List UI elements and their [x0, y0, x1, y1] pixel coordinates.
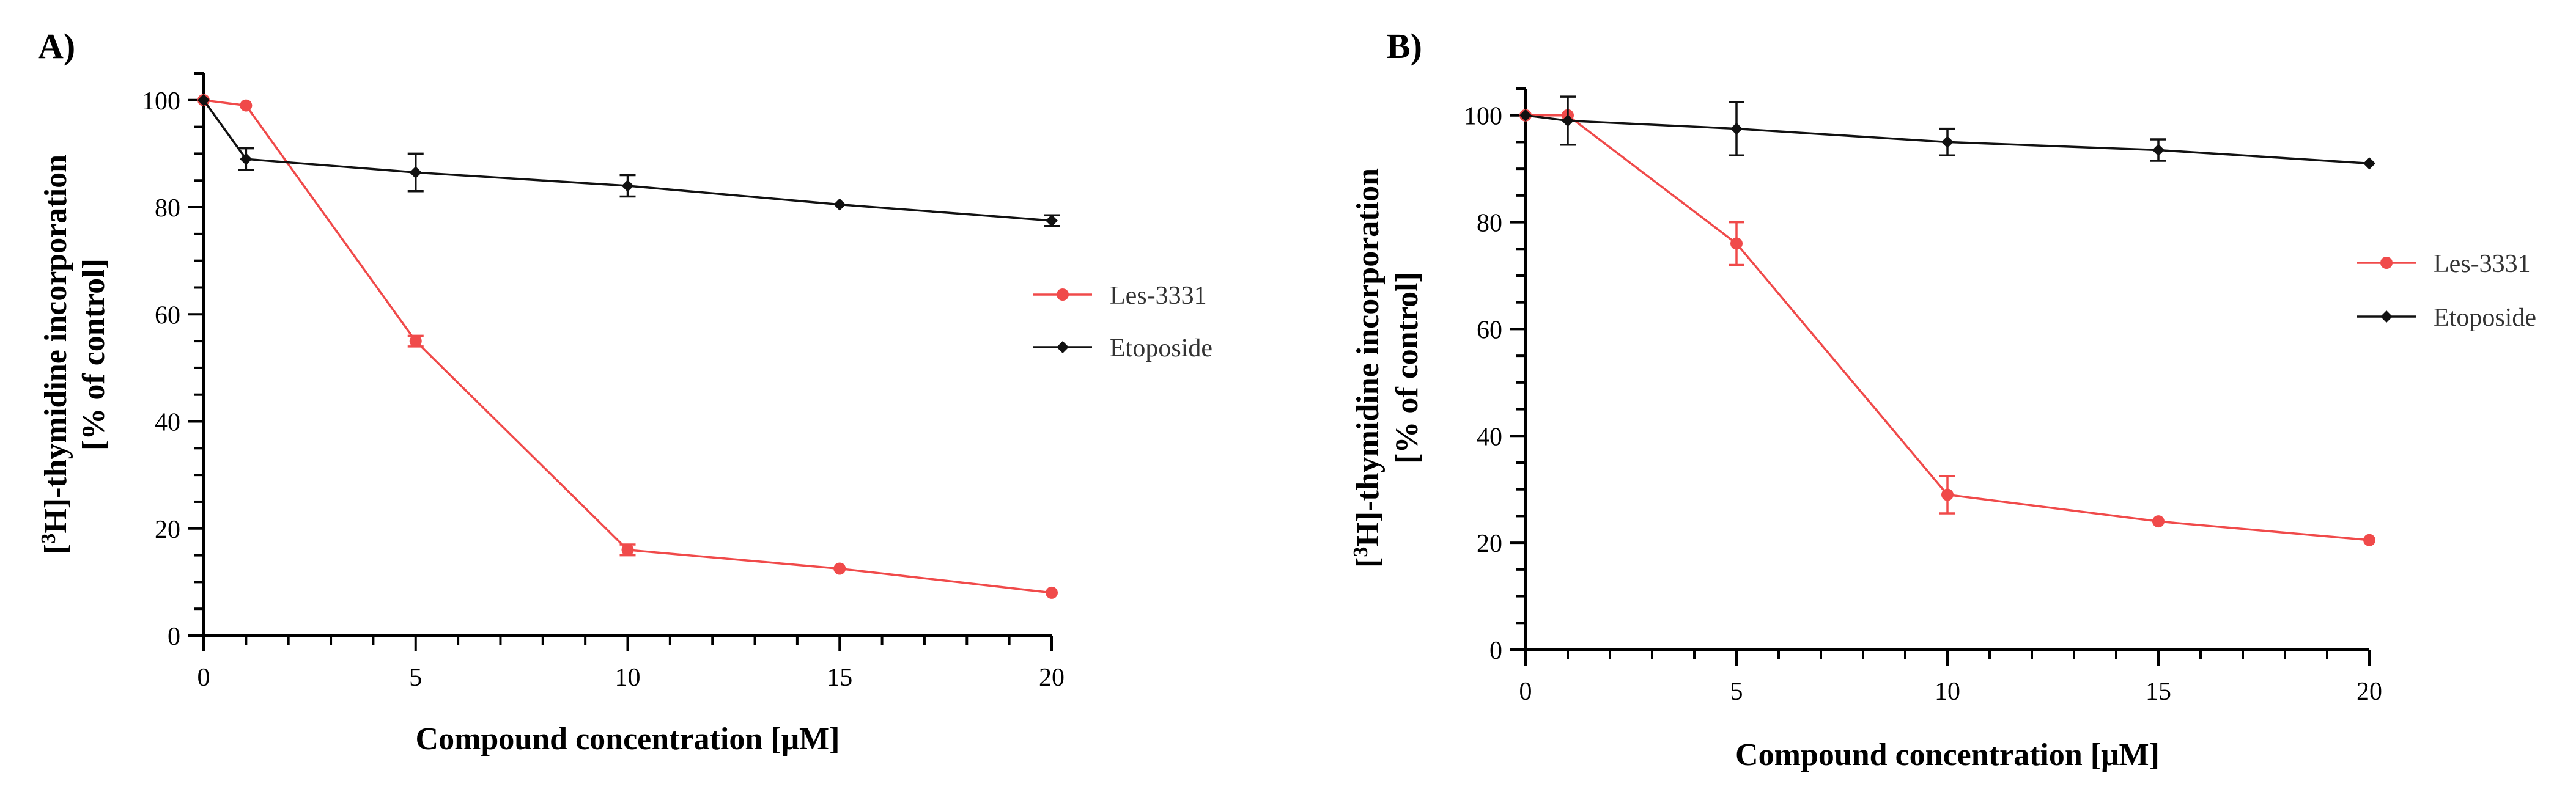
x-tick-label: 10	[615, 664, 641, 692]
x-axis-title: Compound concentration [μM]	[1735, 738, 2160, 772]
panel-label: A)	[38, 26, 75, 66]
y-axis-title: [3H]-thymidine incorporation	[1349, 168, 1386, 568]
x-tick-label: 5	[1730, 678, 1743, 706]
legend-label: Les-3331	[1110, 282, 1207, 310]
y-tick-label: 80	[1477, 210, 1502, 238]
y-tick-label: 40	[155, 409, 180, 437]
legend-marker	[2380, 257, 2393, 269]
data-point	[197, 94, 210, 106]
y-tick-label: 0	[1489, 637, 1502, 665]
y-axis-title-text: H]-thymidine incorporation	[1351, 168, 1386, 547]
data-point	[1730, 237, 1743, 250]
data-point	[409, 166, 422, 179]
y-axis-title-line2: [% of control]	[1390, 272, 1425, 464]
y-tick-label: 0	[168, 623, 180, 651]
y-axis-title-line2: [% of control]	[76, 258, 111, 450]
data-point	[1562, 114, 1574, 127]
y-tick-label: 20	[155, 516, 180, 544]
data-point	[833, 562, 846, 575]
y-axis-title-superscript: 3	[37, 534, 60, 544]
y-tick-label: 100	[142, 87, 180, 116]
series-line	[1525, 114, 2370, 165]
data-point	[1046, 586, 1058, 599]
data-point	[409, 335, 422, 348]
data-point	[621, 180, 634, 192]
y-axis-title-bracket: [	[39, 544, 73, 554]
x-tick-label: 0	[197, 664, 210, 692]
x-tick-label: 20	[2356, 678, 2382, 706]
y-axis-title-text: H]-thymidine incorporation	[39, 155, 73, 534]
data-point	[1941, 136, 1954, 148]
y-axis-title: [3H]-thymidine incorporation	[37, 155, 74, 554]
data-point	[2152, 144, 2165, 156]
series-line	[202, 99, 1052, 222]
data-point	[240, 153, 253, 166]
y-tick-label: 100	[1464, 103, 1502, 131]
series-line	[203, 99, 1052, 594]
data-point	[1730, 122, 1743, 135]
legend-marker	[1057, 341, 1069, 353]
panel-b: B) 0 20 40 60 80 100 0 5 10 15 20 Compound concentra…	[1349, 26, 2536, 772]
data-point	[1941, 488, 1954, 501]
y-axis-title-superscript: 3	[1349, 547, 1372, 557]
legend-label: Les-3331	[2434, 250, 2531, 278]
x-tick-label: 20	[1039, 664, 1065, 692]
data-point	[621, 543, 634, 556]
legend-label: Etoposide	[1110, 334, 1212, 362]
x-tick-label: 15	[2146, 678, 2171, 706]
legend-label: Etoposide	[2434, 304, 2536, 332]
series-line	[1526, 114, 2370, 541]
data-point	[2152, 515, 2165, 528]
x-tick-label: 15	[827, 664, 852, 692]
data-point	[833, 198, 846, 211]
series-les-3331	[1519, 109, 2375, 546]
x-tick-label: 0	[1519, 678, 1532, 706]
series-etoposide	[1519, 95, 2375, 170]
x-tick-label: 10	[1935, 678, 1960, 706]
data-point	[240, 99, 253, 112]
y-axis-title-bracket: [	[1351, 557, 1386, 568]
x-tick-label: 5	[409, 664, 422, 692]
y-tick-label: 20	[1477, 530, 1502, 558]
data-point	[2363, 157, 2375, 170]
y-tick-label: 40	[1477, 423, 1502, 451]
series-etoposide	[197, 94, 1060, 227]
x-axis-title: Compound concentration [μM]	[416, 722, 840, 757]
legend-marker	[2380, 310, 2393, 323]
data-point	[2363, 534, 2375, 546]
data-point	[1046, 214, 1058, 227]
y-tick-label: 80	[155, 194, 180, 222]
panel-label: B)	[1387, 26, 1422, 66]
y-tick-label: 60	[155, 301, 180, 329]
y-tick-label: 60	[1477, 316, 1502, 344]
legend-marker	[1057, 288, 1069, 301]
panel-a: A) 0 20 40 60 80 100 0 5 10 15 20 Compound concentra…	[37, 26, 1212, 757]
series-les-3331	[197, 94, 1058, 599]
data-point	[1519, 109, 1532, 122]
